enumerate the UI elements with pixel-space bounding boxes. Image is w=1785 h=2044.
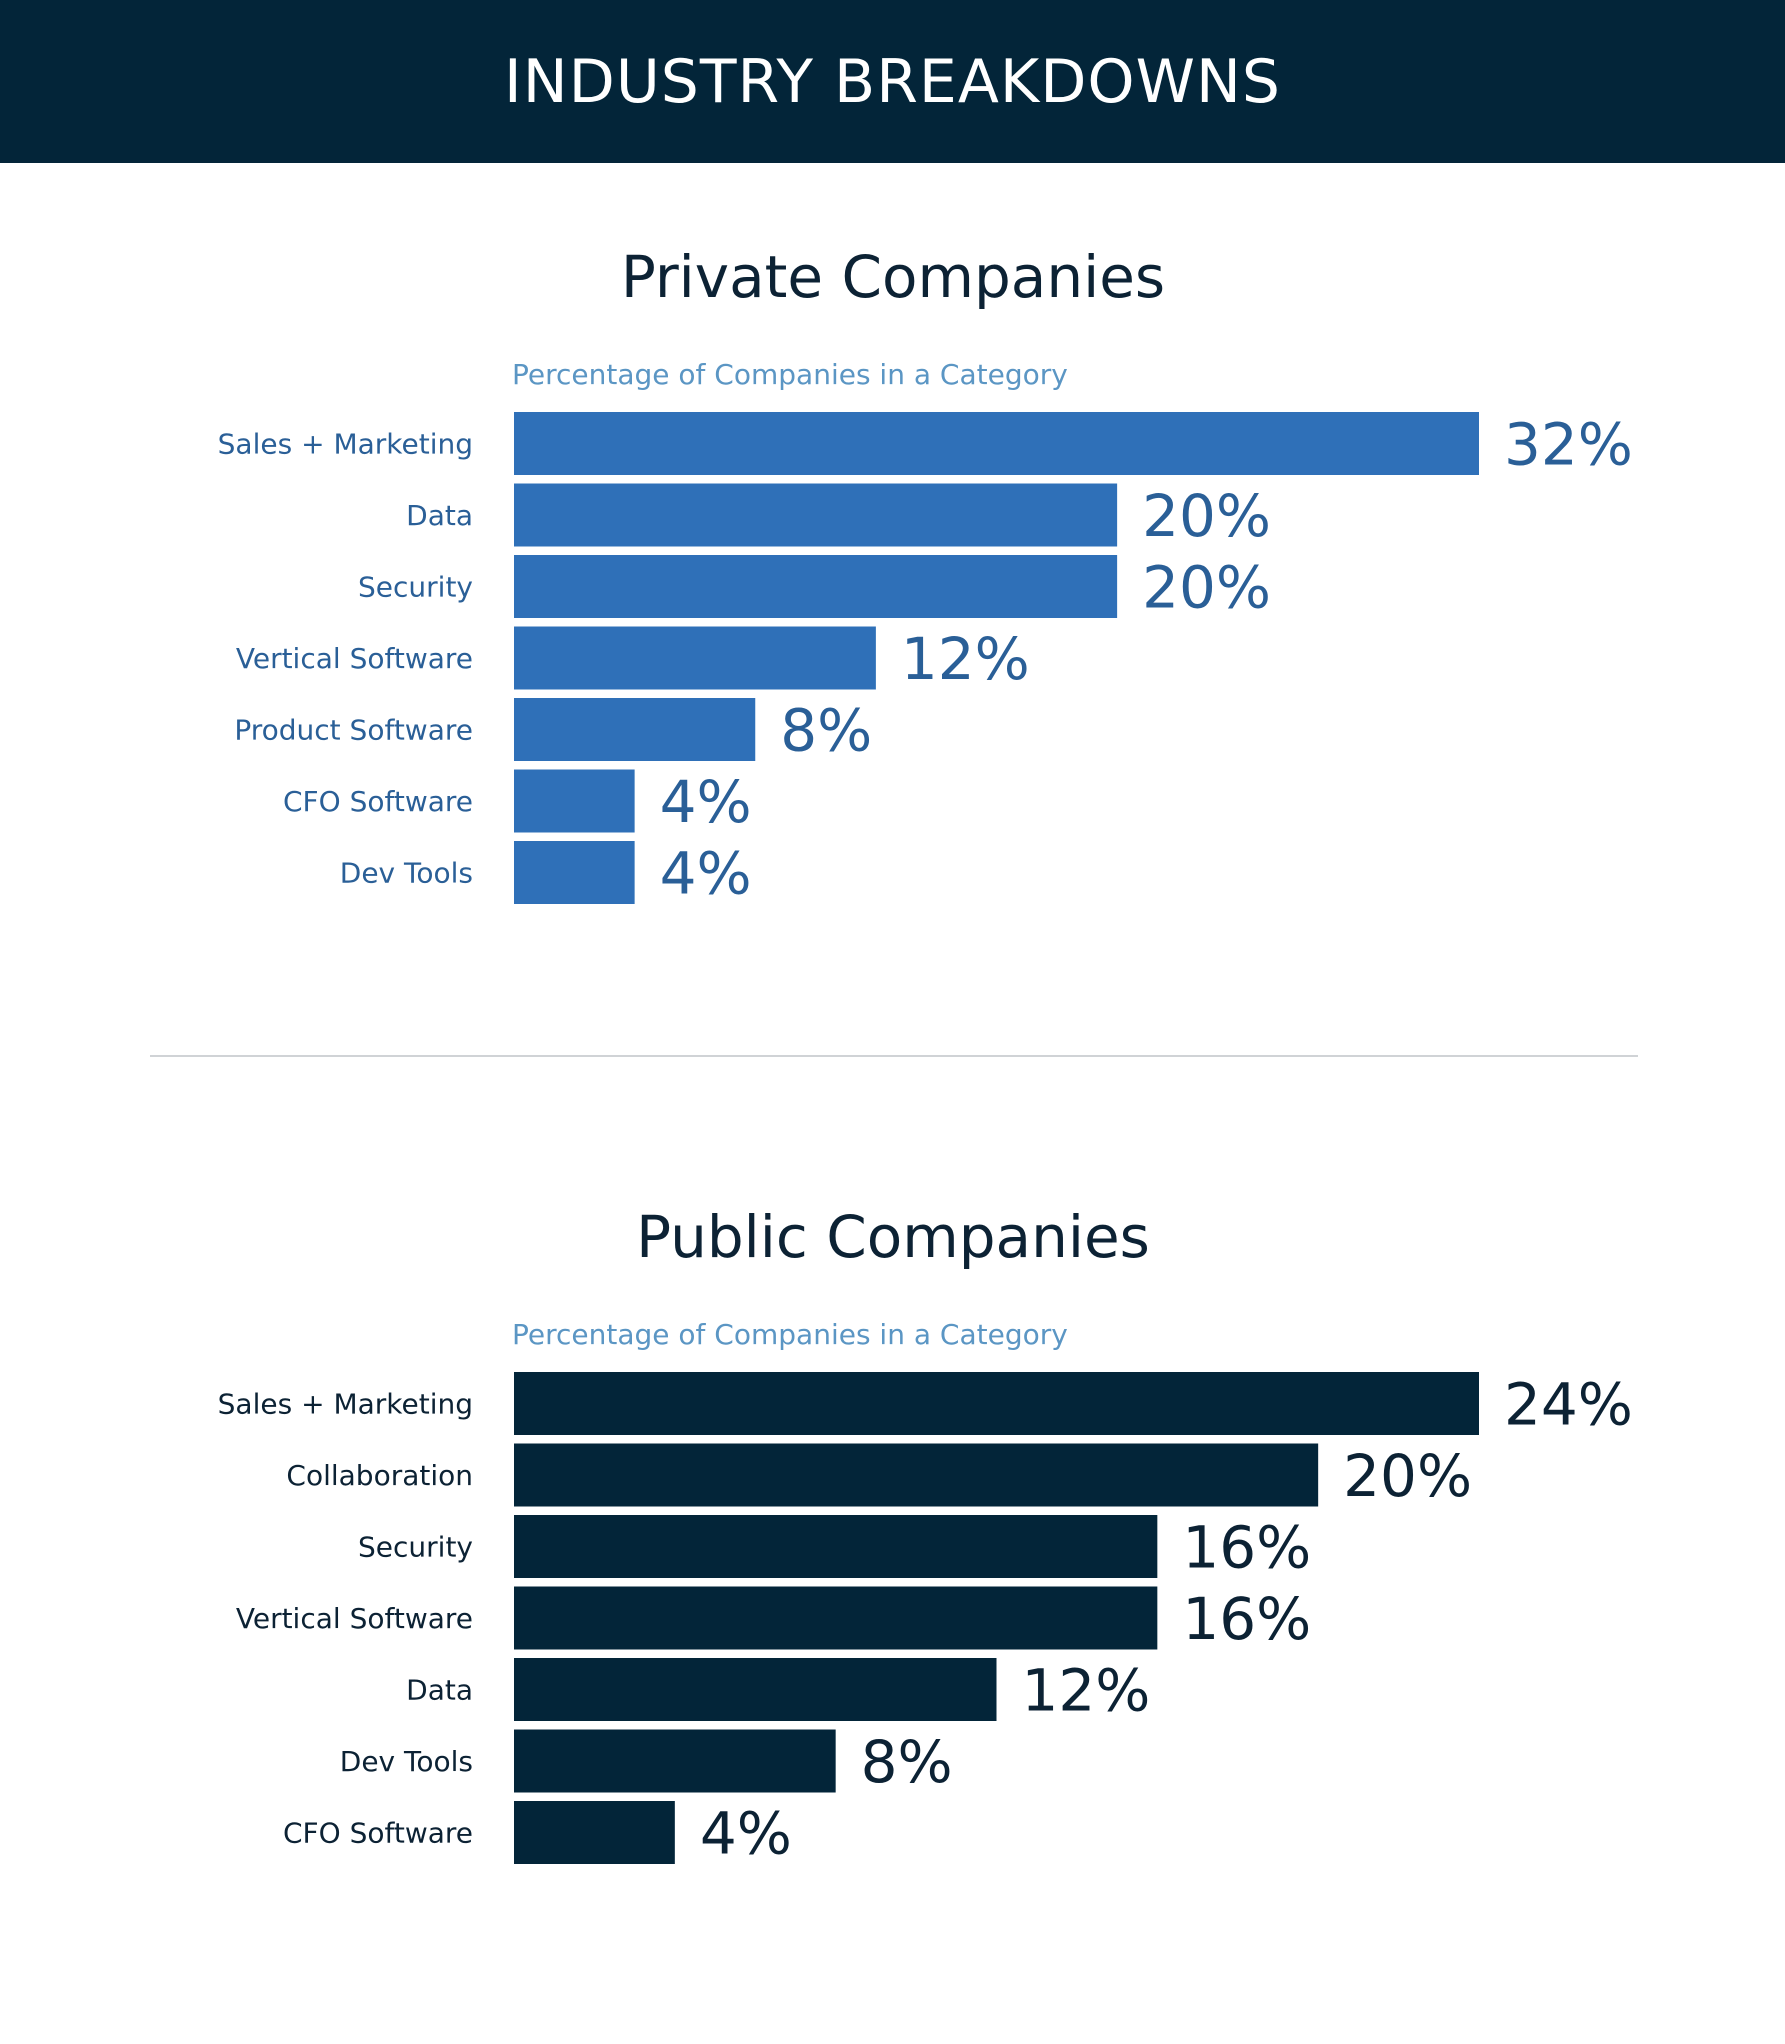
private-companies-chart: Private Companies Percentage of Companies… <box>218 243 1633 908</box>
private-value-label: 20% <box>1142 482 1271 550</box>
public-category-label: Security <box>358 1531 473 1564</box>
public-category-label: Sales + Marketing <box>218 1388 473 1421</box>
private-value-label: 20% <box>1142 554 1271 622</box>
private-category-label: Vertical Software <box>236 642 473 675</box>
public-bar <box>514 1586 1158 1650</box>
private-value-label: 12% <box>901 625 1030 693</box>
private-value-label: 4% <box>660 768 752 836</box>
section-divider <box>150 1055 1638 1057</box>
private-bar <box>514 841 635 904</box>
public-chart-subtitle: Percentage of Companies in a Category <box>512 1318 1068 1351</box>
private-category-label: Data <box>406 499 473 532</box>
private-category-label: Product Software <box>234 714 473 747</box>
private-category-label: CFO Software <box>283 785 473 818</box>
private-bar <box>514 626 876 690</box>
private-category-label: Dev Tools <box>340 857 473 890</box>
header-banner: INDUSTRY BREAKDOWNS <box>0 0 1785 163</box>
public-bar <box>514 1801 675 1864</box>
public-value-label: 24% <box>1504 1371 1633 1439</box>
public-value-label: 4% <box>700 1800 792 1868</box>
public-value-label: 16% <box>1182 1585 1311 1653</box>
public-category-label: Dev Tools <box>340 1745 473 1778</box>
private-value-label: 8% <box>780 697 872 765</box>
private-bar <box>514 412 1479 475</box>
public-bar <box>514 1372 1479 1435</box>
private-bar <box>514 698 756 761</box>
public-bar <box>514 1515 1158 1578</box>
private-value-label: 4% <box>660 840 752 908</box>
private-chart-subtitle: Percentage of Companies in a Category <box>512 358 1068 391</box>
public-bar <box>514 1443 1319 1507</box>
public-value-label: 20% <box>1343 1442 1472 1510</box>
public-companies-chart: Public Companies Percentage of Companies … <box>218 1203 1633 1868</box>
public-category-label: Data <box>406 1674 473 1707</box>
public-category-label: Vertical Software <box>236 1602 473 1635</box>
page-title: INDUSTRY BREAKDOWNS <box>504 46 1281 117</box>
public-category-label: CFO Software <box>283 1817 473 1850</box>
private-bar <box>514 555 1118 618</box>
private-bar <box>514 483 1118 547</box>
private-bar <box>514 769 635 833</box>
private-value-label: 32% <box>1504 411 1633 479</box>
public-value-label: 8% <box>861 1728 953 1796</box>
public-bar <box>514 1729 836 1793</box>
private-category-label: Sales + Marketing <box>218 428 473 461</box>
public-value-label: 12% <box>1022 1657 1151 1725</box>
public-chart-title: Public Companies <box>636 1203 1150 1271</box>
private-chart-title: Private Companies <box>621 243 1165 311</box>
public-category-label: Collaboration <box>286 1459 473 1492</box>
public-value-label: 16% <box>1182 1514 1311 1582</box>
public-bar <box>514 1658 997 1721</box>
private-category-label: Security <box>358 571 473 604</box>
